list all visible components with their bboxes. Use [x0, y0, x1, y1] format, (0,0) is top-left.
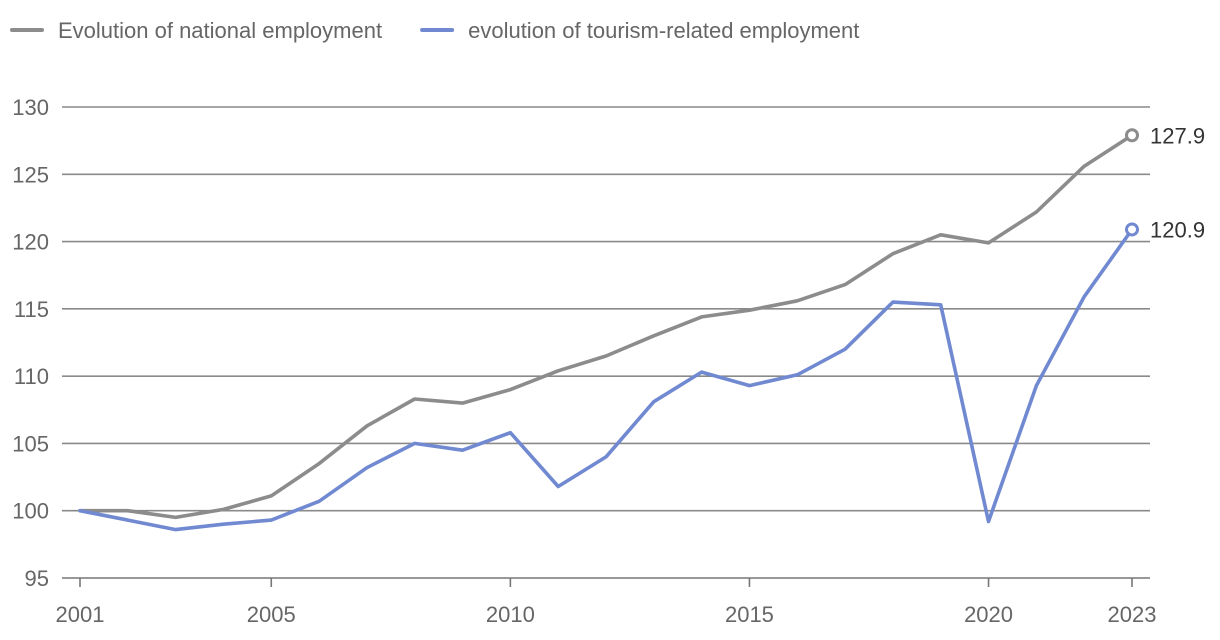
- y-tick-label-120: 120: [12, 230, 49, 255]
- end-marker-1: [1125, 128, 1139, 143]
- y-tick-label-95: 95: [25, 566, 49, 591]
- y-tick-label-105: 105: [12, 431, 49, 456]
- x-tick-label-2005: 2005: [247, 602, 296, 627]
- y-tick-label-115: 115: [14, 297, 49, 322]
- y-tick-label-100: 100: [12, 499, 49, 524]
- grid-lines: [62, 106, 1150, 579]
- x-axis: 2001 2005 2010 2015 2020 2023: [56, 578, 1157, 627]
- x-tick-label-2015: 2015: [725, 602, 774, 627]
- y-tick-label-110: 110: [14, 364, 49, 389]
- y-tick-label-125: 125: [12, 162, 49, 187]
- legend-label-1: Evolution of national employment: [58, 18, 382, 43]
- x-tick-label-2001: 2001: [56, 602, 105, 627]
- legend-label-2: evolution of tourism-related employment: [468, 18, 859, 43]
- legend: Evolution of national employment evolutio…: [10, 18, 859, 43]
- x-tick-label-2010: 2010: [486, 602, 535, 627]
- y-tick-label-130: 130: [12, 95, 49, 120]
- y-axis: 95 100 105 110 115 120 125 130: [12, 95, 49, 591]
- series-lines: [78, 133, 1134, 532]
- x-tick-label-2023: 2023: [1108, 602, 1157, 627]
- x-tick-label-2020: 2020: [964, 602, 1013, 627]
- end-marker-2: [1125, 222, 1139, 237]
- series-line-1: [78, 133, 1134, 520]
- series-line-2: [78, 227, 1134, 532]
- end-label-2: 120.9: [1150, 217, 1205, 242]
- end-label-1: 127.9: [1150, 123, 1205, 148]
- end-labels: 127.9 120.9: [1125, 123, 1205, 242]
